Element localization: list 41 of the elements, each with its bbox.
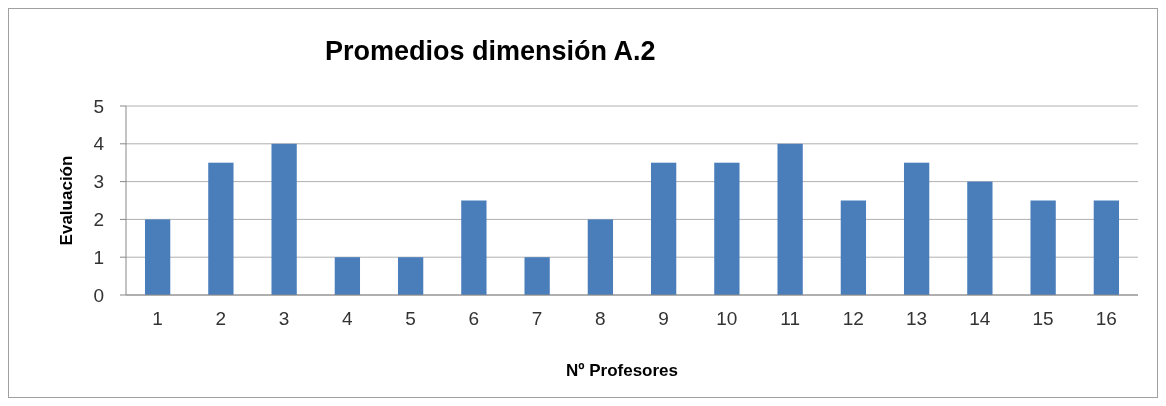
bar [334, 257, 361, 295]
x-tick-label: 4 [342, 308, 354, 329]
x-axis-title: Nº Profesores [565, 361, 679, 380]
x-tick-label: 1 [152, 308, 163, 329]
x-tick-label: 11 [780, 308, 800, 329]
x-tick-label: 8 [595, 308, 606, 329]
y-tick-label: 1 [93, 246, 104, 268]
y-tick-label: 5 [93, 95, 104, 117]
bar [461, 200, 487, 295]
x-tick-label: 12 [842, 308, 864, 329]
bar [144, 219, 171, 295]
bar [903, 162, 930, 295]
x-tick-label: 10 [716, 308, 738, 329]
y-tick-label: 3 [93, 171, 104, 193]
bar [208, 162, 234, 295]
bar [524, 257, 550, 295]
x-tick-label: 13 [906, 308, 928, 329]
bar [587, 219, 614, 295]
x-tick-label: 2 [215, 308, 227, 329]
x-tick-label: 3 [278, 308, 290, 329]
bar [777, 143, 803, 295]
bar [840, 200, 867, 295]
chart-title: Promedios dimensión A.2 [325, 36, 656, 66]
y-tick-label: 0 [93, 284, 104, 306]
bar [397, 257, 424, 295]
x-tick-label: 16 [1095, 308, 1117, 329]
x-tick-label: 6 [468, 308, 480, 329]
bar [650, 162, 677, 295]
x-tick-label: 9 [658, 308, 669, 329]
x-tick-label: 5 [405, 308, 416, 329]
bar [1093, 200, 1120, 295]
y-axis-title: Evaluación [57, 155, 76, 246]
bar [714, 162, 740, 295]
x-tick-label: 7 [531, 308, 543, 329]
y-tick-label: 2 [93, 209, 104, 231]
bar [967, 181, 993, 295]
x-tick-label: 15 [1032, 308, 1054, 329]
y-tick-label: 4 [93, 133, 105, 155]
bar [271, 143, 297, 295]
bar [1030, 200, 1056, 295]
x-tick-label: 14 [969, 308, 991, 329]
